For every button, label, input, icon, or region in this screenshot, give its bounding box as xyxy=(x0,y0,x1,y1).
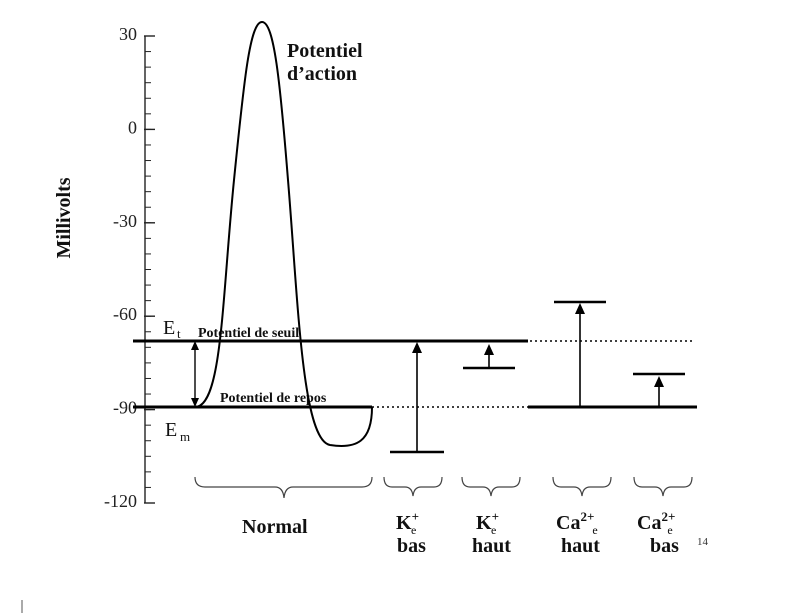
group-labels: Normal K+ e bas K+ e haut Ca2+ e haut Ca2+ e… xyxy=(242,509,709,557)
label-k-low-line2: bas xyxy=(397,535,426,557)
threshold-label: Potentiel de seuil xyxy=(198,326,299,341)
rest-label: Potentiel de repos xyxy=(220,391,327,406)
threshold-subscript: t xyxy=(177,326,181,341)
action-potential-title-1: Potentiel xyxy=(287,40,363,62)
brace-ca-high xyxy=(552,476,612,497)
label-ca-high: Ca2+ e xyxy=(556,509,598,537)
brace-k-high xyxy=(461,476,521,497)
y-axis: 30 0 -30 -60 -90 -120 Millivolts xyxy=(53,24,155,511)
threshold-symbol: E xyxy=(163,317,175,339)
tick-label: -90 xyxy=(113,398,137,418)
ca-high-marker xyxy=(554,300,606,407)
brace-k-low xyxy=(383,476,443,497)
brace-ca-low xyxy=(633,476,693,497)
label-normal: Normal xyxy=(242,516,308,538)
tick-label: 0 xyxy=(128,117,137,137)
tick-label: -120 xyxy=(104,491,137,511)
tick-label: -60 xyxy=(113,304,137,324)
action-potential-curve xyxy=(194,20,373,447)
rest-symbol: E xyxy=(165,419,177,441)
ca-low-marker xyxy=(633,372,685,407)
k-high-marker xyxy=(463,344,515,370)
potential-lines xyxy=(133,339,697,409)
y-axis-title: Millivolts xyxy=(53,177,75,258)
k-low-marker xyxy=(390,342,444,454)
label-ca-low-line2: bas xyxy=(650,535,679,557)
brace-normal xyxy=(194,476,373,499)
label-k-low: K+ e xyxy=(396,509,419,537)
minor-ticks xyxy=(145,35,151,504)
major-ticks: 30 0 -30 -60 -90 -120 xyxy=(104,24,155,511)
rest-subscript: m xyxy=(180,429,190,444)
label-k-high: K+ e xyxy=(476,509,499,537)
tick-label: 30 xyxy=(119,24,137,44)
level-labels: E t Potentiel de seuil Potentiel de repo… xyxy=(163,317,327,444)
tick-label: -30 xyxy=(113,211,137,231)
label-ca-low: Ca2+ e xyxy=(637,509,675,537)
reference-number: 14 xyxy=(697,536,709,548)
action-potential-title-2: d’action xyxy=(287,63,357,85)
normal-gap-arrow xyxy=(191,341,199,407)
label-ca-high-line2: haut xyxy=(561,535,600,557)
label-k-high-line2: haut xyxy=(472,535,511,557)
group-braces xyxy=(194,476,693,499)
